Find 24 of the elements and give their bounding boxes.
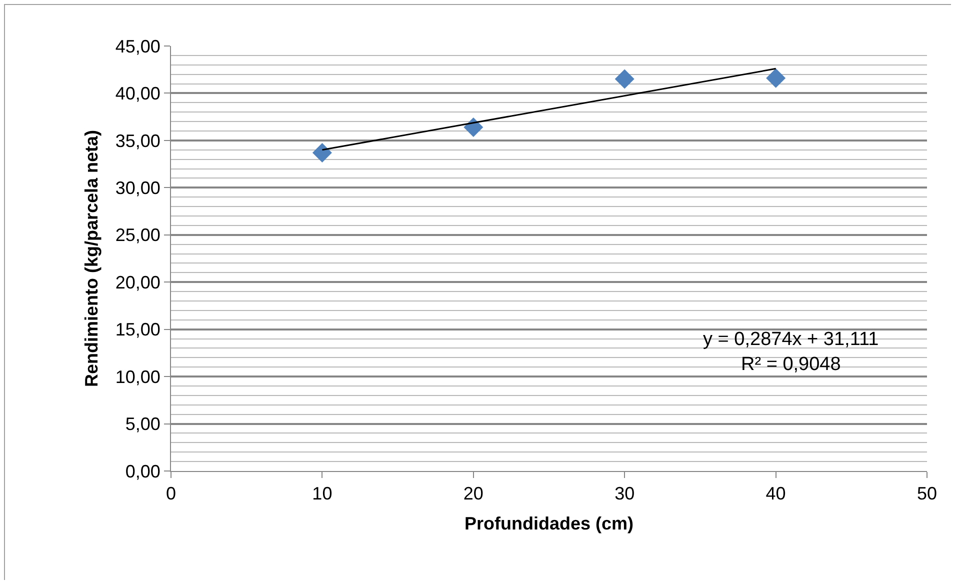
y-tick-label: 25,00	[115, 225, 160, 246]
annotation: R² = 0,9048	[741, 354, 841, 375]
y-tick-label: 15,00	[115, 320, 160, 340]
y-tick-label: 10,00	[115, 366, 160, 387]
y-tick-label: 40,00	[115, 84, 160, 104]
y-tick-label: 45,00	[115, 36, 160, 56]
point	[614, 69, 634, 89]
y-tick-label: 30,00	[115, 178, 160, 198]
y-tick-label: 5,00	[125, 414, 160, 434]
point	[766, 68, 786, 88]
x-tick-label: 50	[916, 484, 938, 504]
x-tick-label: 0	[166, 484, 176, 504]
y-tick-label: 20,00	[115, 272, 160, 292]
point	[312, 142, 332, 162]
x-tick-label: 30	[614, 484, 635, 504]
point	[464, 117, 484, 137]
x-tick-label: 10	[312, 484, 332, 504]
x-tick-label: 40	[766, 484, 786, 504]
y-tick-label: 35,00	[115, 130, 160, 151]
y-axis-title: Rendimiento (kg/parcela neta)	[82, 130, 102, 388]
x-tick-label: 20	[463, 484, 484, 504]
x-axis-title: Profundidades (cm)	[464, 514, 634, 534]
y-tick-label: 0,00	[125, 461, 160, 482]
annotation: y = 0,2874x + 31,111	[703, 329, 879, 350]
